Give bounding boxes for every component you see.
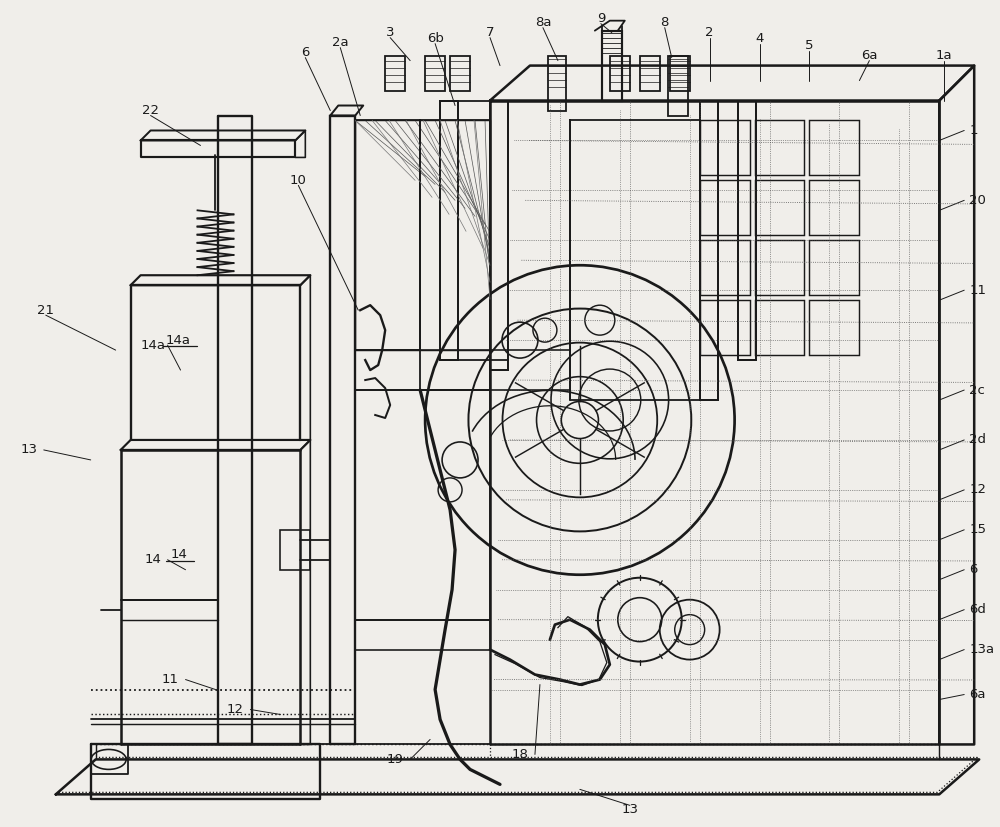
Bar bbox=[280, 530, 310, 570]
Text: 14: 14 bbox=[170, 548, 187, 562]
Bar bbox=[755, 241, 804, 295]
Text: 4: 4 bbox=[755, 32, 764, 45]
Text: 11: 11 bbox=[969, 284, 986, 297]
Text: 2d: 2d bbox=[969, 433, 986, 447]
Text: 6a: 6a bbox=[861, 49, 878, 62]
Text: 7: 7 bbox=[486, 26, 494, 39]
Text: 13: 13 bbox=[20, 443, 37, 457]
Text: 2: 2 bbox=[705, 26, 714, 39]
Text: 18: 18 bbox=[512, 748, 528, 761]
Bar bbox=[440, 101, 458, 360]
Bar bbox=[700, 101, 718, 400]
Text: 1: 1 bbox=[969, 124, 978, 137]
Bar bbox=[700, 241, 750, 295]
Bar bbox=[755, 300, 804, 355]
Text: 20: 20 bbox=[969, 194, 986, 207]
Bar bbox=[450, 55, 470, 90]
Text: 11: 11 bbox=[162, 673, 179, 686]
Text: 3: 3 bbox=[386, 26, 394, 39]
Text: 2c: 2c bbox=[969, 384, 985, 396]
Text: 13: 13 bbox=[621, 803, 638, 815]
Text: 6d: 6d bbox=[969, 603, 986, 616]
Text: 10: 10 bbox=[290, 174, 307, 187]
Text: 2a: 2a bbox=[332, 36, 349, 49]
Bar bbox=[738, 101, 756, 360]
Bar bbox=[425, 55, 445, 90]
Bar bbox=[700, 300, 750, 355]
Text: 6a: 6a bbox=[969, 688, 986, 701]
Text: 8: 8 bbox=[661, 17, 669, 29]
Text: 14: 14 bbox=[144, 553, 161, 566]
Bar bbox=[602, 31, 622, 101]
Text: 6b: 6b bbox=[427, 32, 444, 45]
Text: 12: 12 bbox=[969, 483, 986, 496]
Bar bbox=[490, 101, 508, 370]
Bar bbox=[700, 180, 750, 236]
Text: 9: 9 bbox=[597, 12, 605, 25]
Text: 1a: 1a bbox=[936, 49, 953, 62]
Text: 19: 19 bbox=[387, 753, 404, 766]
Text: 8a: 8a bbox=[535, 17, 551, 29]
Bar bbox=[670, 55, 690, 90]
Text: 5: 5 bbox=[805, 39, 814, 52]
Text: 14a: 14a bbox=[166, 333, 191, 347]
Bar bbox=[809, 241, 859, 295]
Text: 14a: 14a bbox=[140, 338, 165, 351]
Bar bbox=[610, 55, 630, 90]
Text: 6: 6 bbox=[969, 563, 978, 576]
Bar bbox=[385, 55, 405, 90]
Bar bbox=[809, 180, 859, 236]
Bar bbox=[809, 121, 859, 175]
Text: 13a: 13a bbox=[969, 643, 994, 656]
Bar bbox=[809, 300, 859, 355]
Bar bbox=[640, 55, 660, 90]
Text: 12: 12 bbox=[227, 703, 244, 716]
Bar bbox=[330, 116, 355, 744]
Bar bbox=[700, 121, 750, 175]
Bar bbox=[668, 55, 688, 116]
Text: 6: 6 bbox=[301, 46, 310, 59]
Bar bbox=[755, 180, 804, 236]
Text: 21: 21 bbox=[37, 304, 54, 317]
Bar bbox=[548, 55, 566, 111]
Text: 22: 22 bbox=[142, 104, 159, 117]
Text: 15: 15 bbox=[969, 523, 986, 536]
Bar bbox=[755, 121, 804, 175]
